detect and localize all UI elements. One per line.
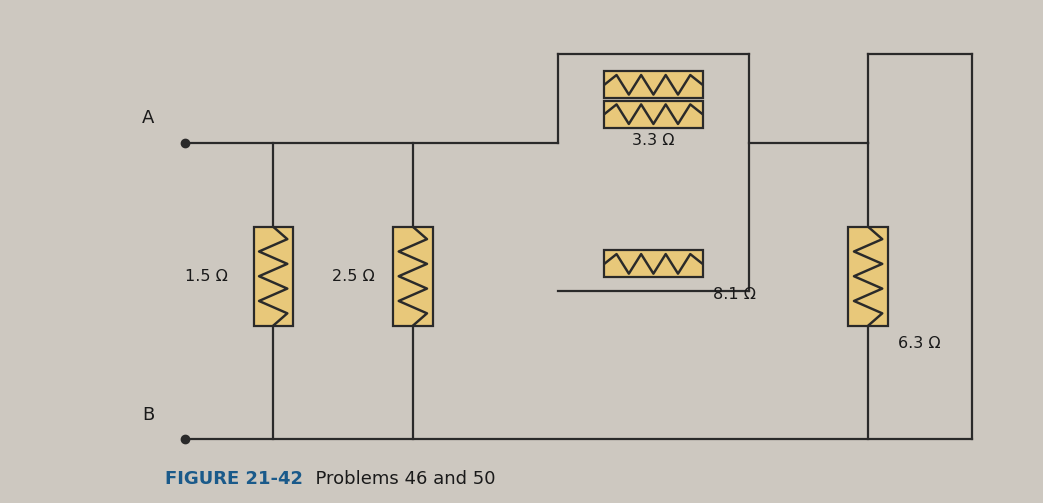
FancyBboxPatch shape (848, 227, 888, 326)
Text: Problems 46 and 50: Problems 46 and 50 (305, 470, 495, 488)
FancyBboxPatch shape (604, 101, 703, 128)
Text: 3.3 Ω: 3.3 Ω (632, 133, 675, 148)
Text: 6.3 Ω: 6.3 Ω (898, 336, 941, 351)
Text: 2.5 Ω: 2.5 Ω (332, 269, 374, 284)
FancyBboxPatch shape (604, 250, 703, 278)
FancyBboxPatch shape (604, 71, 703, 99)
Text: FIGURE 21-42: FIGURE 21-42 (165, 470, 302, 488)
Text: B: B (142, 406, 154, 424)
FancyBboxPatch shape (253, 227, 293, 326)
Text: A: A (142, 109, 154, 127)
Text: 1.5 Ω: 1.5 Ω (185, 269, 227, 284)
FancyBboxPatch shape (393, 227, 433, 326)
Text: 8.1 Ω: 8.1 Ω (713, 287, 756, 302)
Text: 4.8 Ω: 4.8 Ω (632, 103, 675, 118)
